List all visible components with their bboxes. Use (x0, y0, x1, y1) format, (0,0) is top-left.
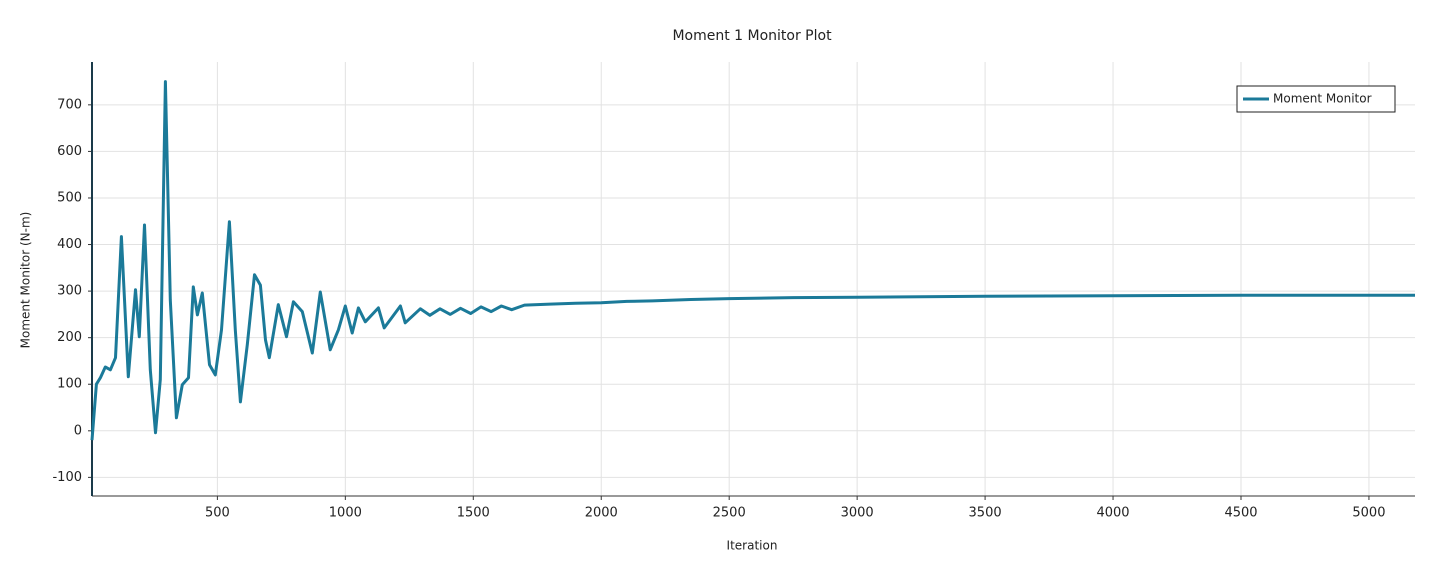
y-axis-label: Moment Monitor (N-m) (19, 212, 33, 349)
legend-label: Moment Monitor (1273, 92, 1372, 106)
y-tick-label: 100 (57, 377, 82, 392)
y-tick-label: 200 (57, 330, 82, 345)
x-tick-label: 2000 (585, 506, 618, 521)
y-tick-label: 500 (57, 190, 82, 205)
x-tick-label: 500 (205, 506, 230, 521)
y-tick-label: 0 (74, 423, 82, 438)
y-tick-label: 700 (57, 97, 82, 112)
chart-title: Moment 1 Monitor Plot (672, 28, 832, 44)
y-tick-label: 600 (57, 144, 82, 159)
x-tick-label: 4500 (1224, 506, 1257, 521)
x-tick-label: 4000 (1096, 506, 1129, 521)
x-tick-label: 1000 (329, 506, 362, 521)
legend-box (1236, 85, 1396, 113)
x-tick-label: 3000 (841, 506, 874, 521)
x-tick-label: 1500 (457, 506, 490, 521)
y-tick-label: 300 (57, 284, 82, 299)
x-axis-label: Iteration (727, 539, 778, 553)
y-tick-label: 400 (57, 237, 82, 252)
x-tick-label: 2500 (713, 506, 746, 521)
x-tick-label: 3500 (969, 506, 1002, 521)
x-tick-label: 5000 (1352, 506, 1385, 521)
data-line (90, 80, 1415, 441)
y-tick-label: -100 (52, 470, 82, 485)
